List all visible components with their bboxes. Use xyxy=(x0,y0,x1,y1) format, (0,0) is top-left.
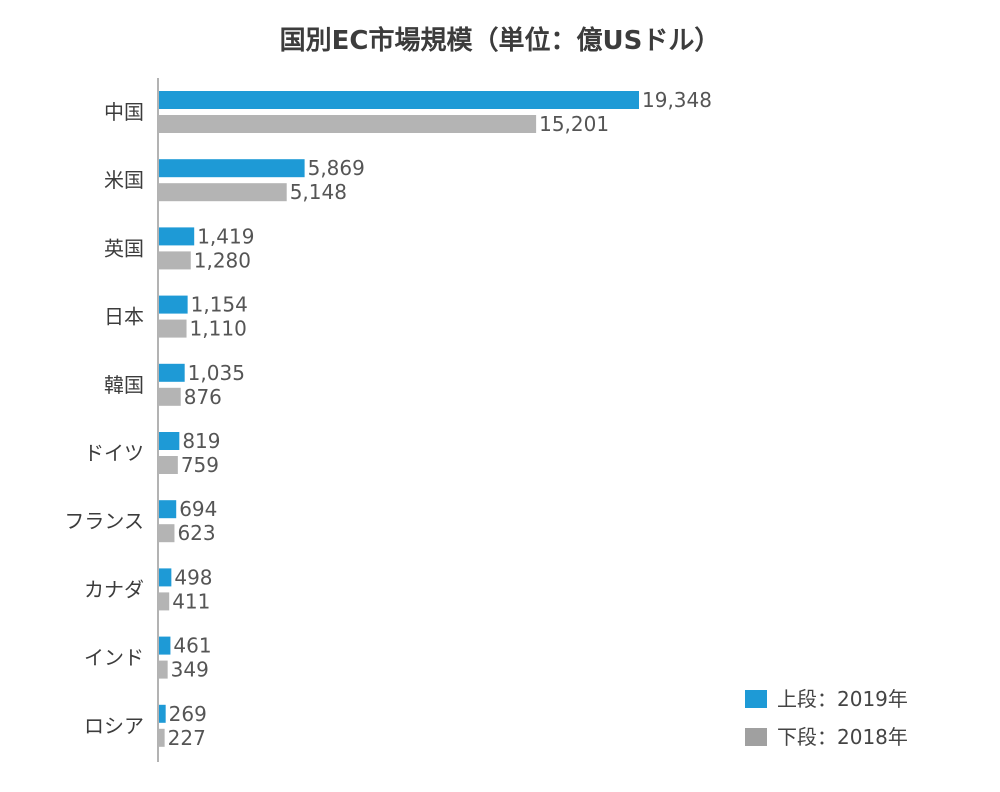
category-label: フランス xyxy=(64,509,144,533)
data-label: 5,869 xyxy=(308,156,365,180)
category-label: 韓国 xyxy=(104,373,144,397)
bar-2018 xyxy=(159,592,170,611)
data-label: 19,348 xyxy=(642,88,712,112)
data-label: 1,280 xyxy=(194,248,251,272)
bar-2018 xyxy=(159,728,165,747)
legend-label: 下段：2018年 xyxy=(777,725,908,749)
bar-2018 xyxy=(159,660,168,679)
bar-2019 xyxy=(159,568,172,587)
bar-2019 xyxy=(159,500,177,519)
data-label: 1,419 xyxy=(197,224,254,248)
bar-2019 xyxy=(159,91,639,109)
data-label: 411 xyxy=(172,589,210,613)
bar-2019 xyxy=(159,227,195,246)
bar-2018 xyxy=(159,251,191,270)
category-label: ロシア xyxy=(84,714,144,738)
category-label: 米国 xyxy=(104,168,144,192)
legend-swatch xyxy=(745,728,767,746)
category-label: 英国 xyxy=(104,236,144,260)
bar-2019 xyxy=(159,636,171,655)
bar-2018 xyxy=(159,319,187,338)
legend-label: 上段：2019年 xyxy=(777,687,908,711)
bar-2019 xyxy=(159,432,180,450)
data-label: 876 xyxy=(184,385,222,409)
bar-2018 xyxy=(159,115,537,133)
legend-swatch xyxy=(745,690,767,708)
bar-2019 xyxy=(159,159,305,178)
data-label: 694 xyxy=(179,497,217,521)
bar-2018 xyxy=(159,183,287,202)
bar-2019 xyxy=(159,295,188,314)
data-label: 461 xyxy=(173,634,211,658)
bar-2018 xyxy=(159,524,175,543)
category-label: ドイツ xyxy=(84,441,144,465)
data-label: 227 xyxy=(168,726,206,750)
data-label: 819 xyxy=(182,429,220,453)
data-label: 15,201 xyxy=(539,112,609,136)
bar-2019 xyxy=(159,363,185,382)
data-label: 1,154 xyxy=(191,293,248,317)
bar-2018 xyxy=(159,387,181,406)
data-label: 498 xyxy=(174,565,212,589)
category-label: 中国 xyxy=(104,100,144,124)
category-label: カナダ xyxy=(84,577,144,601)
data-label: 623 xyxy=(177,521,215,545)
data-label: 759 xyxy=(181,453,219,477)
data-label: 349 xyxy=(171,658,209,682)
data-label: 1,110 xyxy=(190,317,247,341)
bar-2019 xyxy=(159,704,166,723)
category-label: 日本 xyxy=(104,305,144,329)
data-label: 5,148 xyxy=(290,180,347,204)
data-label: 1,035 xyxy=(188,361,245,385)
data-label: 269 xyxy=(169,702,207,726)
bar-2018 xyxy=(159,456,178,474)
chart-title: 国別EC市場規模（単位：億USドル） xyxy=(279,26,721,56)
category-label: インド xyxy=(84,646,144,670)
